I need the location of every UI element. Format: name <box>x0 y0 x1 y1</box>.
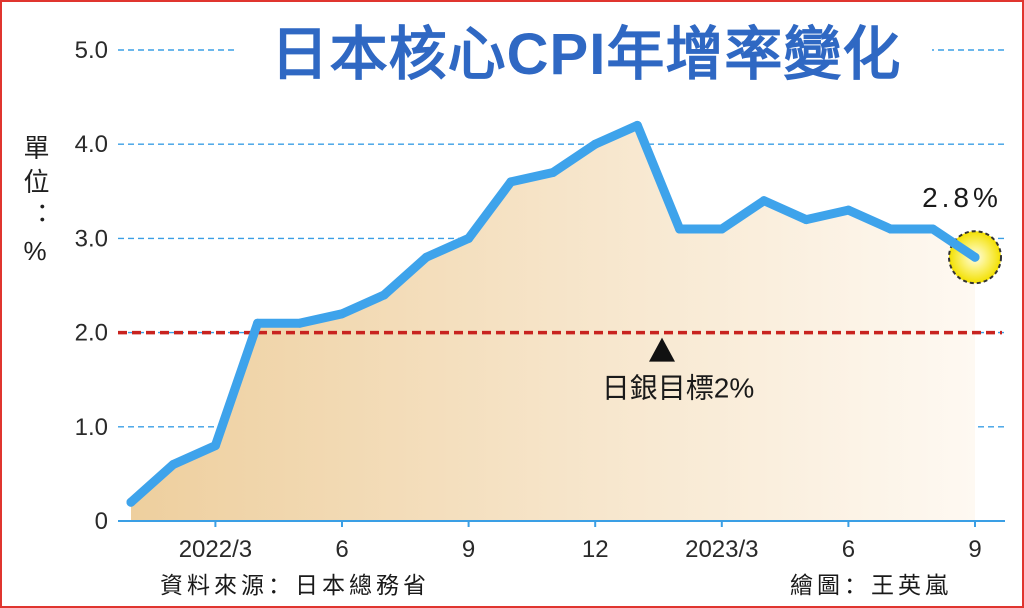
x-tick-label: 6 <box>842 536 855 563</box>
data-point <box>886 224 896 234</box>
data-point <box>506 177 516 187</box>
data-point <box>548 168 558 177</box>
x-tick-label: 9 <box>968 536 981 563</box>
source-note: 資料來源：日本總務省 <box>160 572 430 598</box>
y-tick-labels: 0 1.0 2.0 3.0 4.0 5.0 <box>75 37 108 535</box>
y-tick-label: 0 <box>95 508 108 535</box>
data-point <box>295 318 305 328</box>
x-tick-label: 6 <box>335 536 348 563</box>
x-tick-label: 2022/3 <box>179 536 252 563</box>
data-point <box>801 215 811 225</box>
y-tick-label: 5.0 <box>75 37 108 64</box>
x-tick-label: 2023/3 <box>685 536 758 563</box>
x-tick-label: 9 <box>462 536 475 563</box>
target-label: 日銀目標2% <box>602 373 754 404</box>
x-tick-label: 12 <box>582 536 609 563</box>
data-point <box>928 224 938 234</box>
chart-title: 日本核心CPI年增率變化 <box>271 22 902 87</box>
data-point <box>126 497 136 507</box>
data-point <box>590 139 600 149</box>
data-point <box>379 290 389 300</box>
title-backdrop <box>238 12 932 88</box>
data-point <box>337 309 347 319</box>
y-tick-label: 4.0 <box>75 131 108 158</box>
y-axis-unit-label: 單位：% <box>20 134 50 274</box>
data-point <box>843 205 853 215</box>
data-point <box>717 224 727 234</box>
data-point <box>970 252 980 262</box>
y-tick-label: 2.0 <box>75 320 108 347</box>
data-point <box>253 318 263 328</box>
target-triangle-marker <box>649 337 675 362</box>
data-point <box>210 441 220 451</box>
series-area-fill <box>131 125 975 522</box>
credit-note: 繪圖：王英嵐 <box>790 572 952 598</box>
data-point <box>632 120 642 130</box>
data-point <box>464 233 474 243</box>
data-point <box>421 252 431 262</box>
y-tick-label: 1.0 <box>75 414 108 441</box>
data-point <box>675 224 685 234</box>
data-point <box>759 196 769 206</box>
x-ticks: 2022/3 6 9 12 2023/3 6 9 <box>179 521 982 563</box>
data-points <box>126 120 980 507</box>
y-tick-label: 3.0 <box>75 225 108 252</box>
highlight-value-label: 2.8% <box>922 182 1002 213</box>
data-point <box>168 460 178 469</box>
